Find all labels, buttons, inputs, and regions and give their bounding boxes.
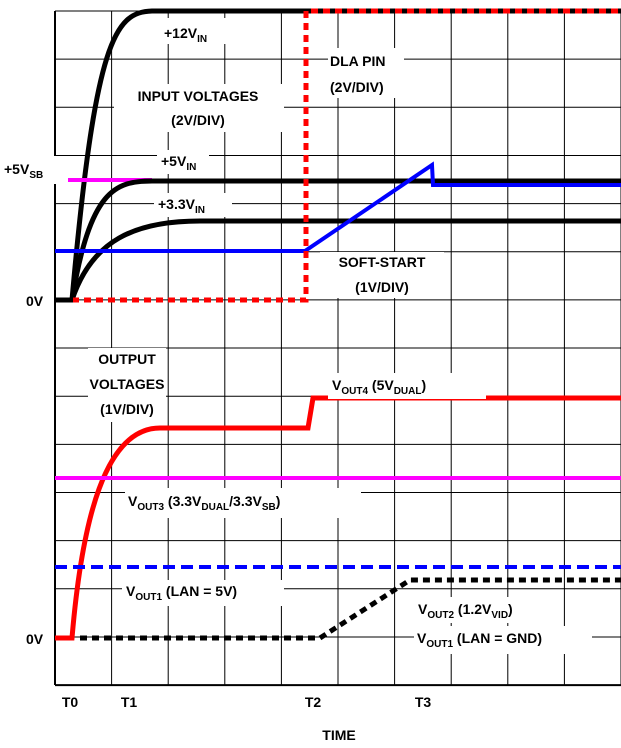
y-tick-bottom-0v: 0V [26, 631, 44, 647]
label-output-voltages-3: (1V/DIV) [100, 401, 154, 417]
label-33vin: +3.3VIN [158, 196, 205, 216]
x-tick-t1: T1 [121, 694, 138, 710]
label-vout1-lan5v: VOUT1 (LAN = 5V) [126, 583, 237, 603]
label-soft-start-scale: (1V/DIV) [355, 279, 409, 295]
trace-soft-start [55, 161, 621, 253]
label-output-voltages-2: VOLTAGES [90, 376, 165, 392]
traces [40, 8, 621, 641]
trace-dla-pin [72, 8, 621, 303]
label-vout4: VOUT4 (5VDUAL) [332, 377, 426, 397]
grid [54, 10, 621, 687]
trace-vout2 [80, 577, 621, 641]
label-vout1-langnd: VOUT1 (LAN = GND) [417, 630, 542, 650]
x-tick-t2: T2 [305, 694, 322, 710]
y-tick-top-0v: 0V [26, 293, 44, 309]
x-tick-t0: T0 [62, 694, 79, 710]
label-5vsb: +5VSB [4, 161, 43, 181]
label-vout2: VOUT2 (1.2VVID) [418, 601, 513, 621]
label-5vin: +5VIN [161, 153, 196, 173]
x-tick-t3: T3 [415, 694, 432, 710]
label-dla-pin: DLA PIN [330, 53, 385, 69]
x-axis-label: TIME [322, 727, 355, 743]
label-output-voltages-1: OUTPUT [98, 351, 156, 367]
labels: +12VIN DLA PIN (2V/DIV) INPUT VOLTAGES (… [4, 25, 542, 743]
label-12vin: +12VIN [164, 25, 207, 45]
trace-33vin [69, 218, 621, 301]
trace-12vin [69, 8, 621, 301]
label-soft-start: SOFT-START [339, 254, 426, 270]
label-input-scale: (2V/DIV) [171, 112, 225, 128]
label-dla-scale: (2V/DIV) [330, 79, 384, 95]
label-backgrounds [2, 18, 592, 654]
label-input-voltages: INPUT VOLTAGES [138, 88, 259, 104]
trace-5vin [69, 178, 621, 301]
label-vout3: VOUT3 (3.3VDUAL/3.3VSB) [128, 493, 280, 513]
